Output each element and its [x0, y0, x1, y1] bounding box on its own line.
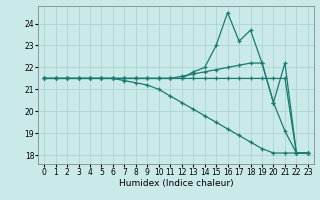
X-axis label: Humidex (Indice chaleur): Humidex (Indice chaleur) [119, 179, 233, 188]
